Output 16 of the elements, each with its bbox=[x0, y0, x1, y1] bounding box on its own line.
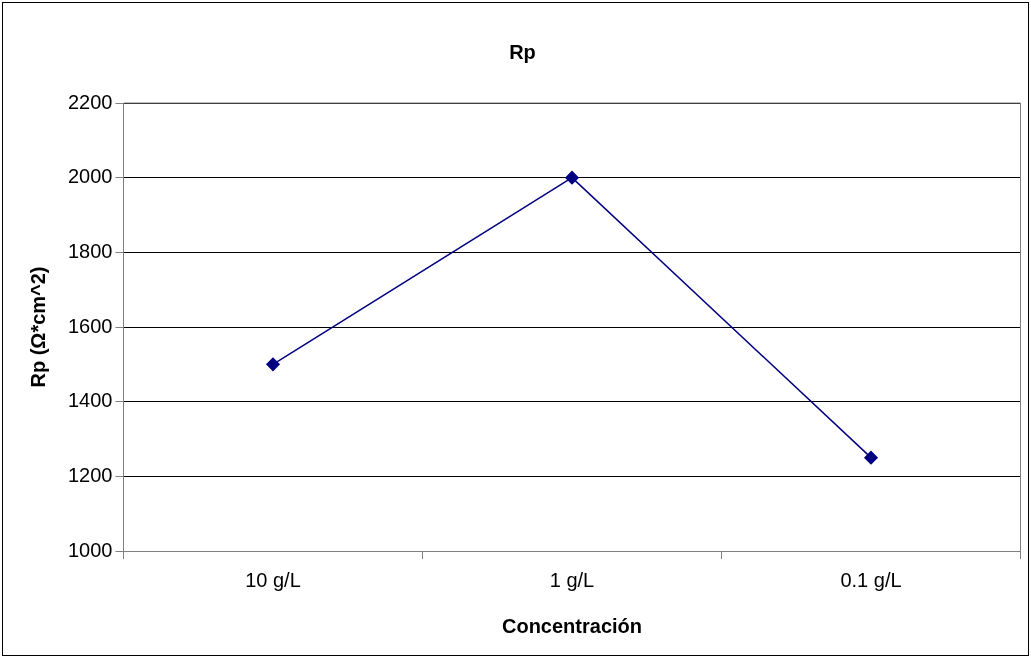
x-tick-label: 1 g/L bbox=[549, 568, 595, 591]
y-tick-label: 1200 bbox=[67, 463, 113, 486]
x-tick-label: 10 g/L bbox=[245, 568, 301, 591]
point bbox=[864, 450, 878, 465]
point bbox=[565, 170, 579, 185]
chart-title: Rp bbox=[509, 40, 536, 63]
y-tick-label: 1000 bbox=[67, 538, 113, 561]
x-tick-label: 0.1 g/L bbox=[840, 568, 902, 591]
y-tick-label: 1800 bbox=[67, 239, 113, 262]
y-tick-label: 1600 bbox=[67, 314, 113, 337]
x-axis-title: Concentración bbox=[501, 614, 643, 637]
y-tick-label: 2200 bbox=[67, 90, 113, 113]
y-tick-label: 1400 bbox=[67, 389, 113, 412]
point bbox=[266, 357, 280, 372]
y-tick-label: 2000 bbox=[67, 165, 113, 188]
y-axis-title: Rp (Ω*cm^2) bbox=[26, 266, 49, 388]
